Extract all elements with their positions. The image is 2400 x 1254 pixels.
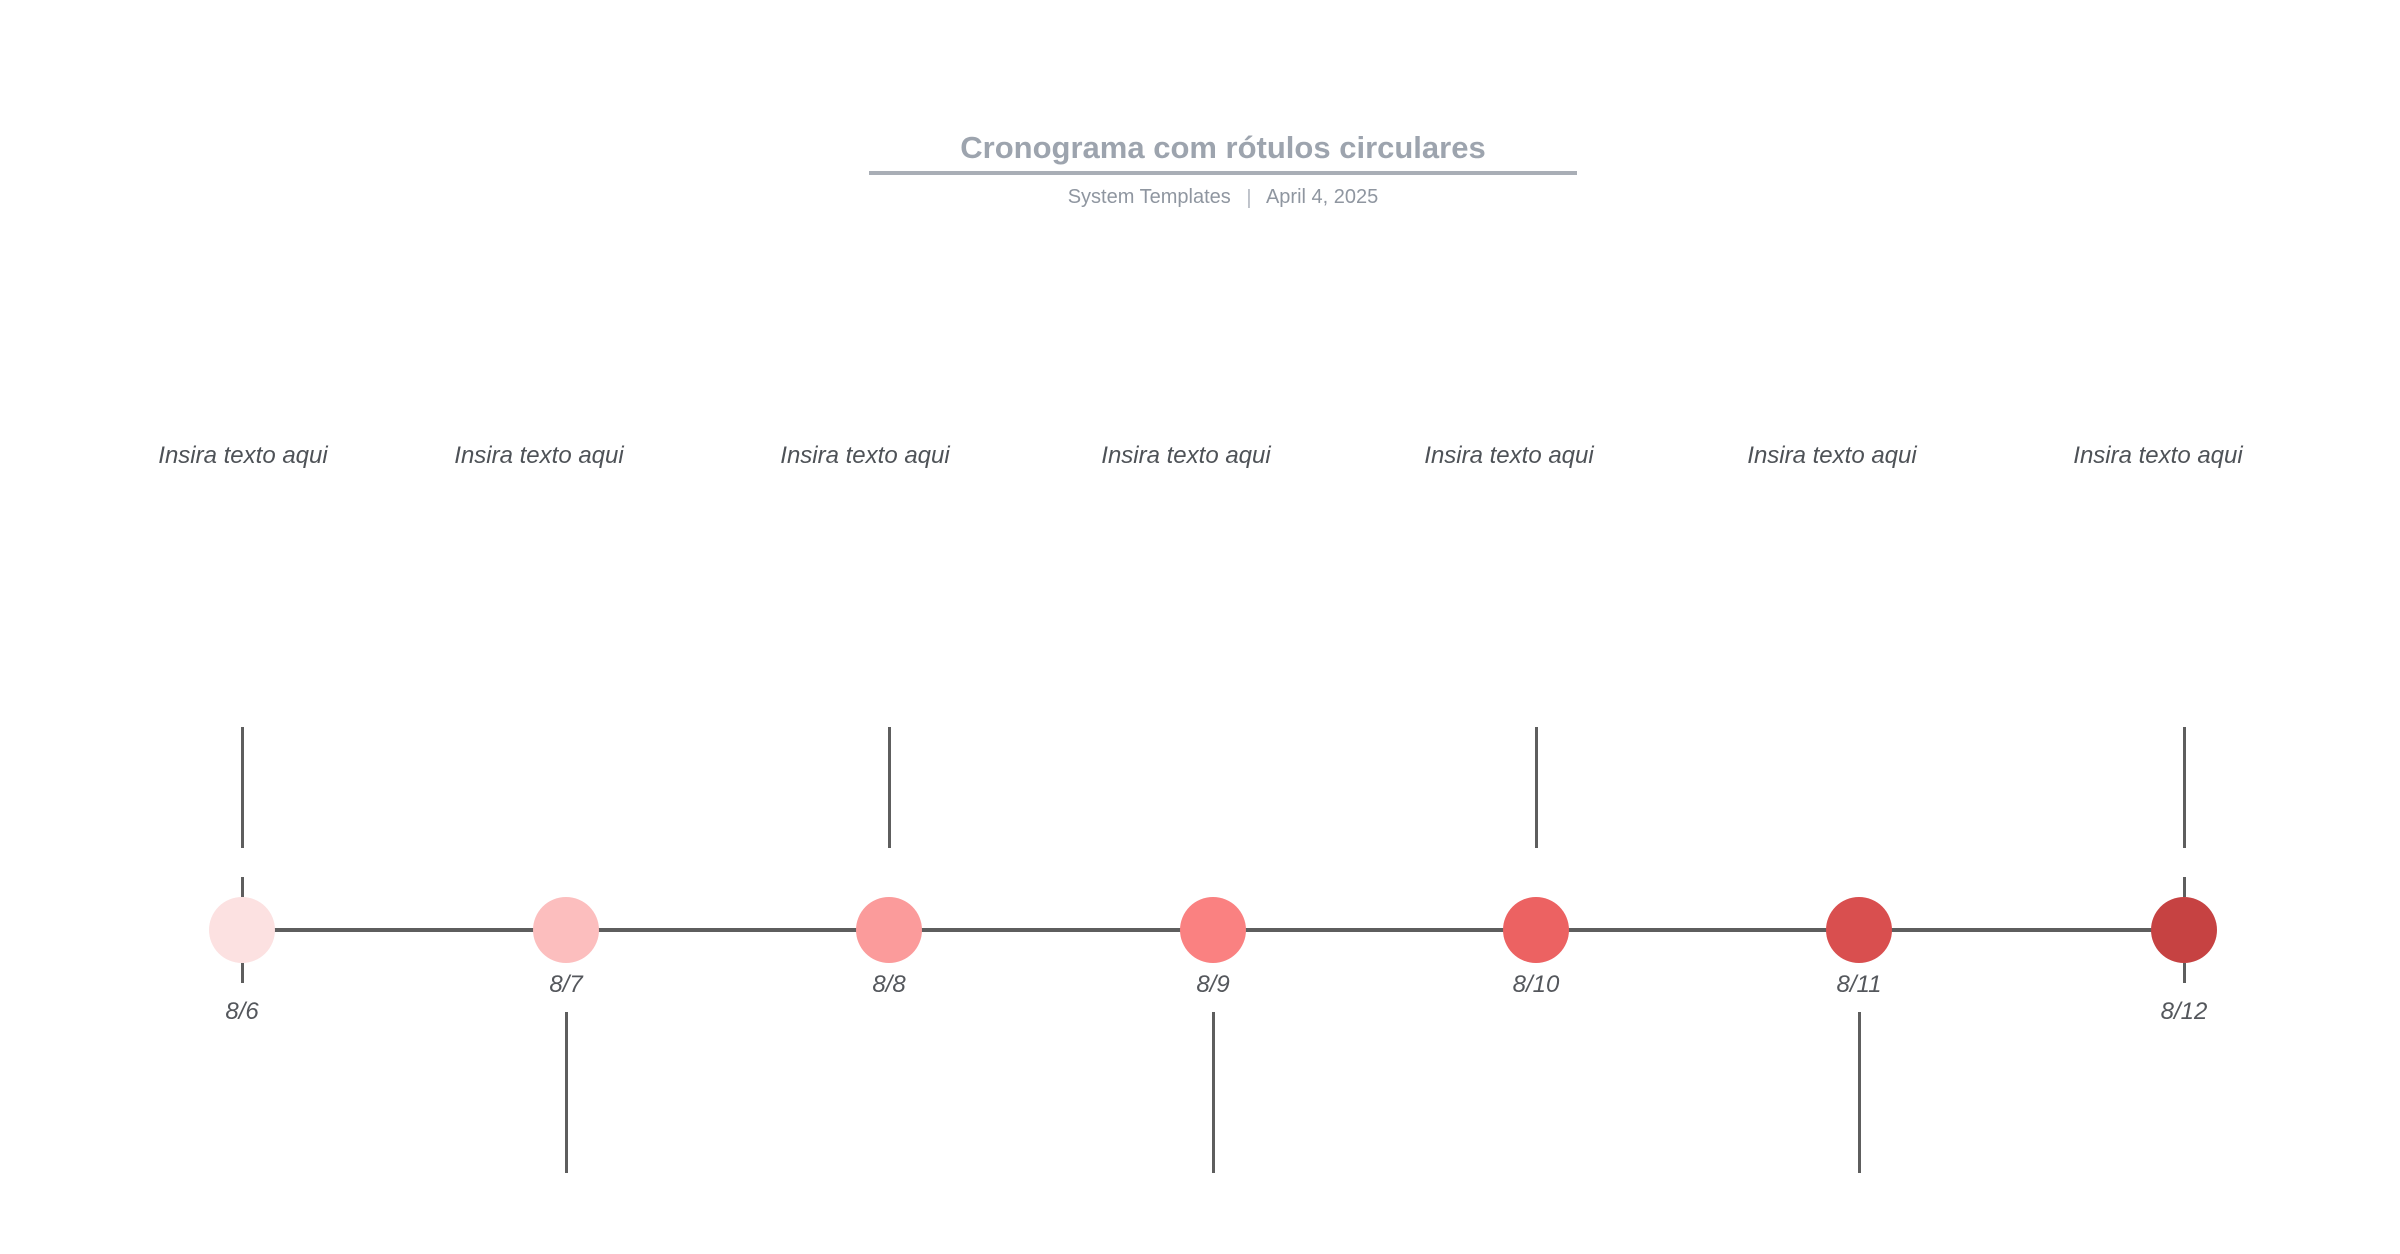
timeline-node-circle	[209, 897, 275, 963]
node-date-label: 8/8	[872, 971, 906, 998]
tick-above-circle	[2182, 877, 2186, 897]
connector-line-down	[1857, 1012, 1861, 1173]
tick-below-circle	[240, 963, 244, 983]
connector-line-up	[240, 727, 244, 848]
node-date-label: 8/6	[225, 998, 259, 1025]
node-text-placeholder[interactable]: Insira texto aqui	[780, 442, 950, 469]
connector-line-up	[887, 727, 891, 848]
connector-line-up	[1534, 727, 1538, 848]
timeline-node-circle	[1826, 897, 1892, 963]
title-underline	[869, 171, 1577, 175]
tick-below-circle	[2182, 963, 2186, 983]
timeline-node-circle	[856, 897, 922, 963]
timeline-node-circle	[1503, 897, 1569, 963]
header: Cronograma com rótulos circulares System…	[869, 128, 1577, 209]
subtitle-separator-bar: |	[1246, 187, 1252, 209]
node-text-placeholder[interactable]: Insira texto aqui	[2073, 442, 2243, 469]
subtitle-source: System Templates	[1067, 186, 1231, 208]
timeline-node-circle	[533, 897, 599, 963]
node-date-label: 8/12	[2160, 998, 2208, 1025]
tick-above-circle	[240, 877, 244, 897]
connector-line-down	[1211, 1012, 1215, 1173]
node-date-label: 8/11	[1836, 971, 1882, 998]
timeline-node-circle	[2151, 897, 2217, 963]
node-date-label: 8/10	[1512, 971, 1560, 998]
node-date-label: 8/9	[1196, 971, 1230, 998]
node-date-label: 8/7	[549, 971, 583, 998]
page-title: Cronograma com rótulos circulares	[960, 130, 1486, 165]
subtitle: System Templates | April 4, 2025	[869, 186, 1577, 209]
connector-line-down	[564, 1012, 568, 1173]
node-text-placeholder[interactable]: Insira texto aqui	[1747, 442, 1917, 469]
node-text-placeholder[interactable]: Insira texto aqui	[158, 442, 328, 469]
connector-line-up	[2182, 727, 2186, 848]
node-text-placeholder[interactable]: Insira texto aqui	[454, 442, 624, 469]
timeline-node-circle	[1180, 897, 1246, 963]
subtitle-date: April 4, 2025	[1265, 186, 1379, 208]
node-text-placeholder[interactable]: Insira texto aqui	[1424, 442, 1594, 469]
node-text-placeholder[interactable]: Insira texto aqui	[1101, 442, 1271, 469]
